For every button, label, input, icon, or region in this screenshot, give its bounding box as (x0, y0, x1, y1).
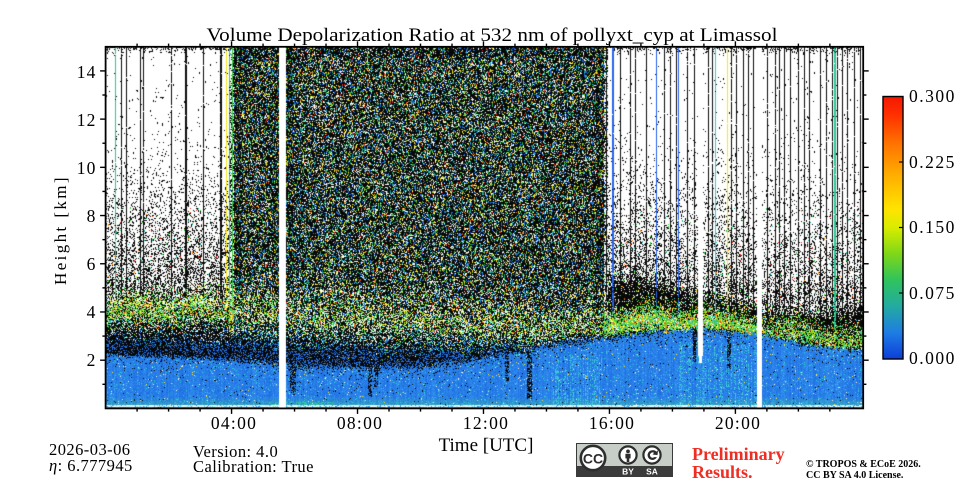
svg-text:SA: SA (646, 467, 658, 477)
svg-text:CC: CC (583, 451, 603, 467)
svg-text:BY: BY (622, 467, 634, 477)
